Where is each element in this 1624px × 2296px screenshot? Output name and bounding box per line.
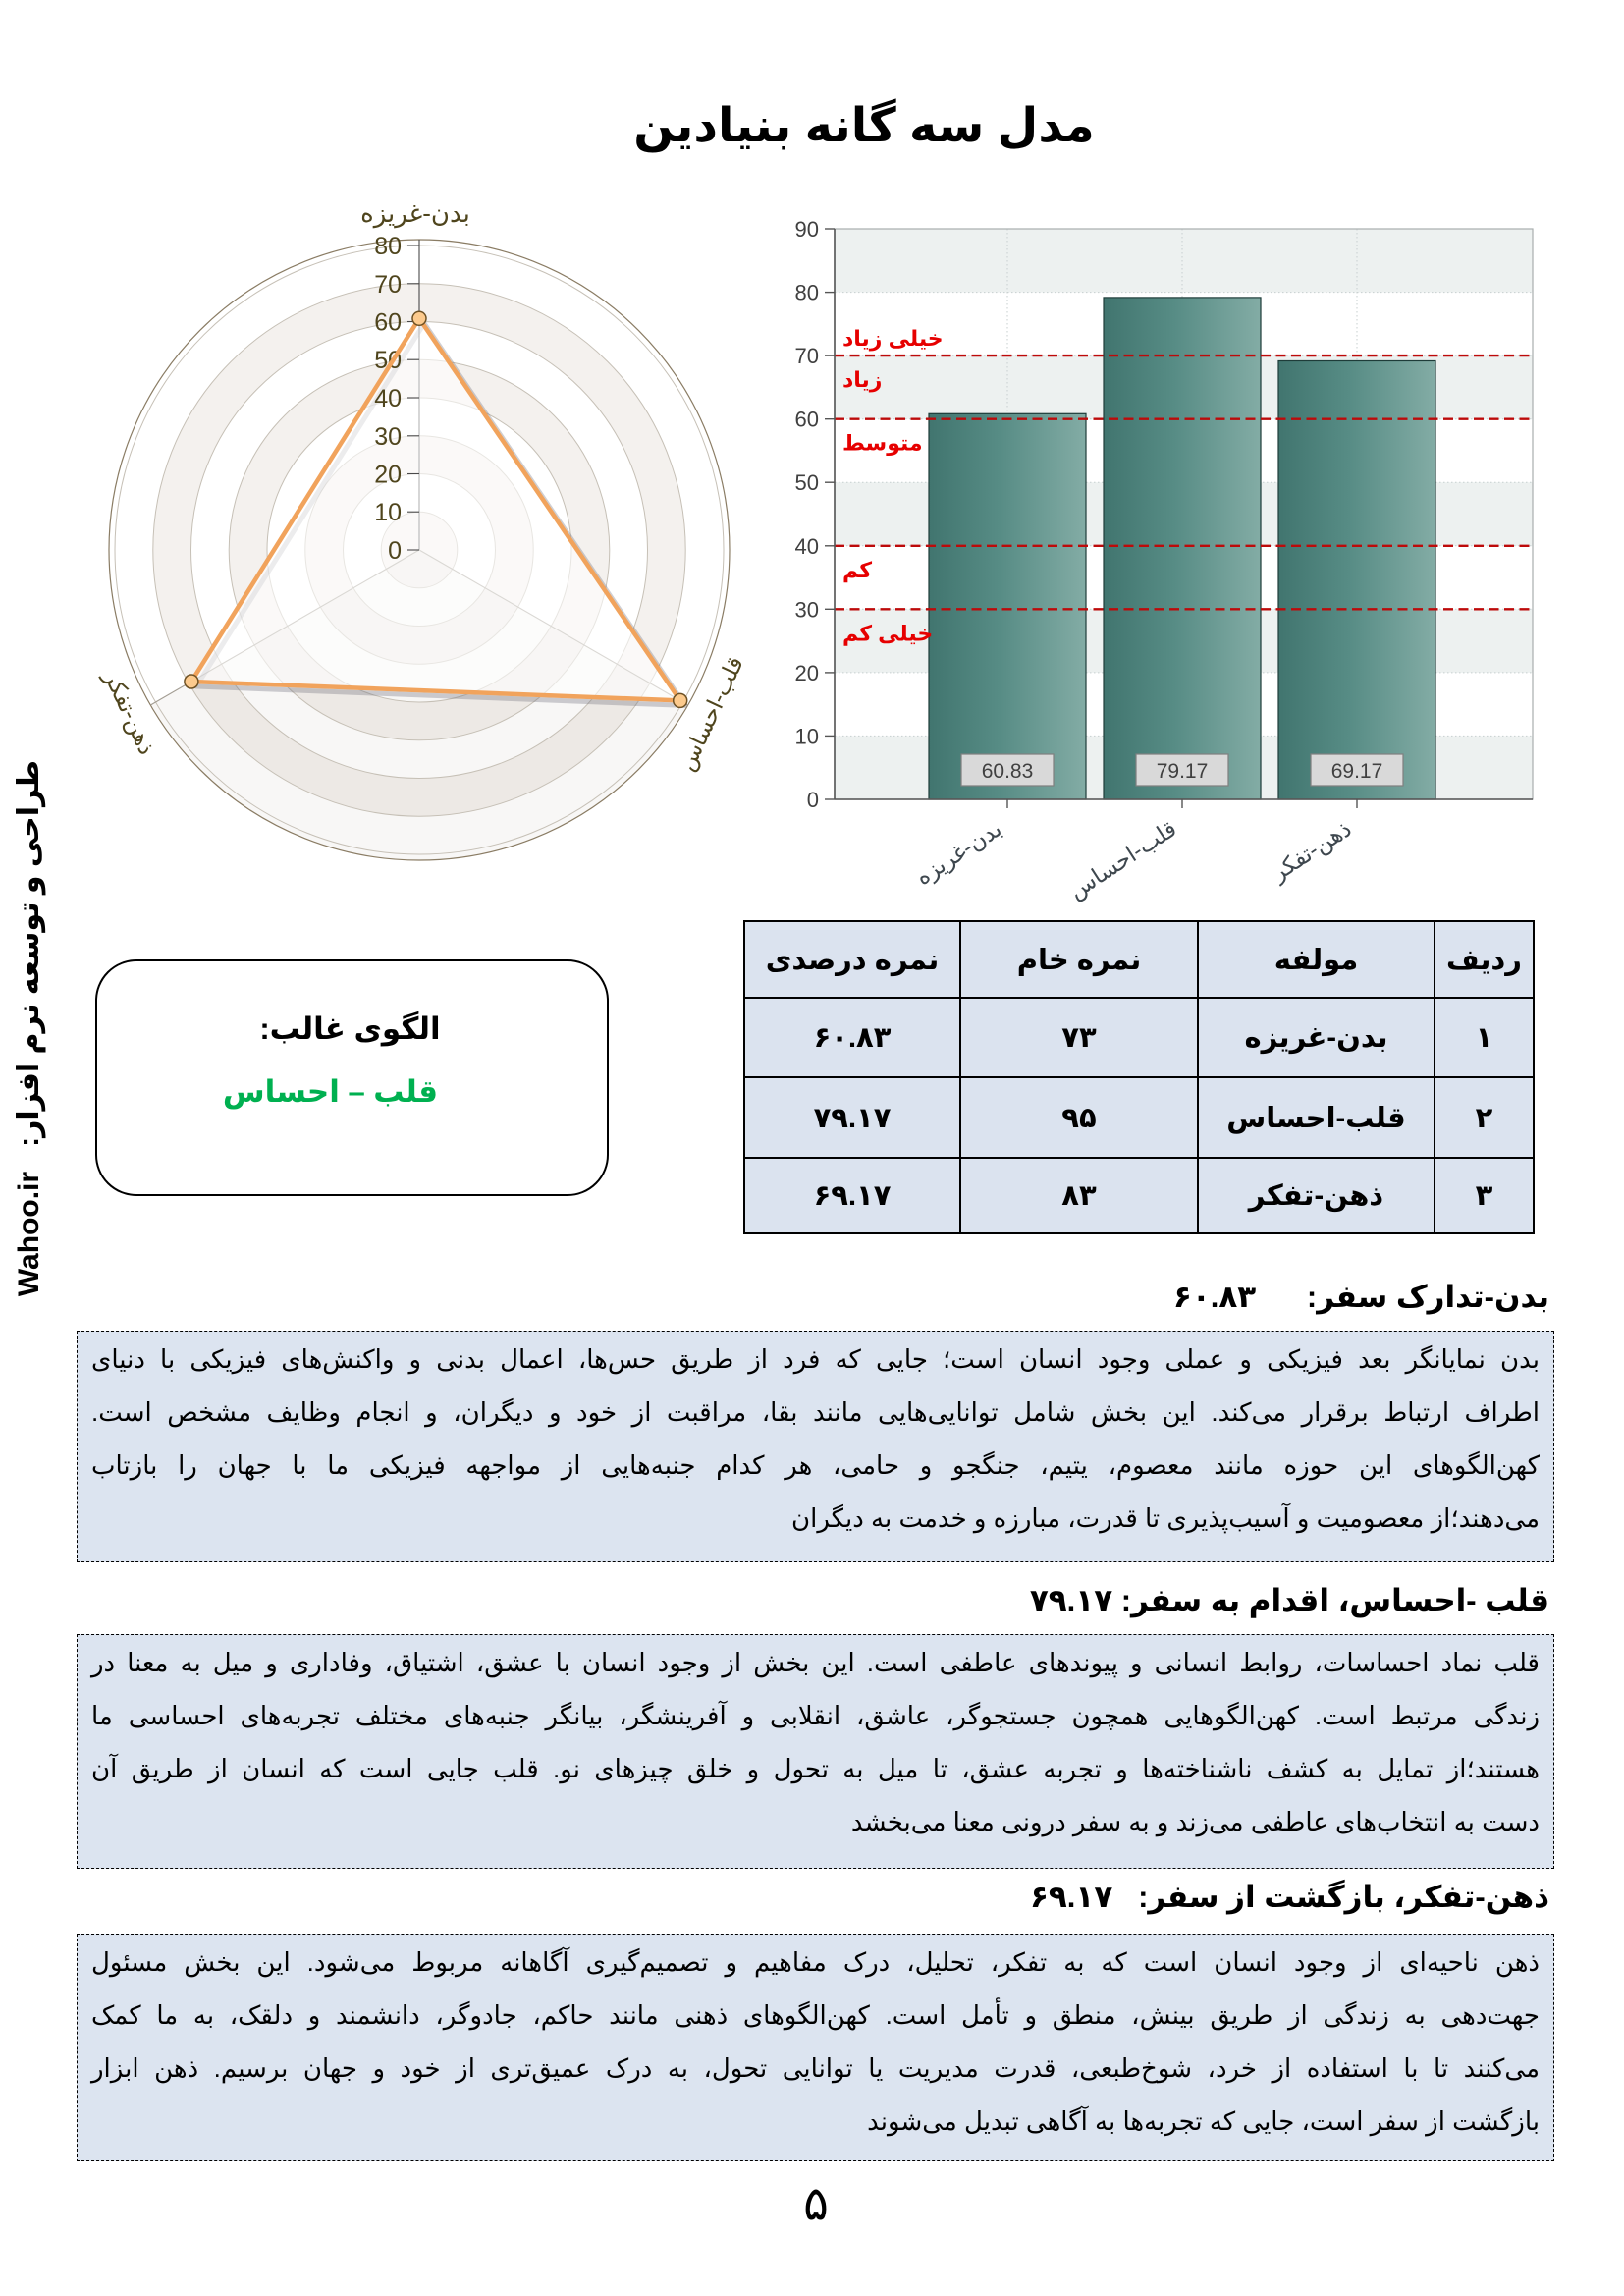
- svg-text:خیلی کم: خیلی کم: [842, 621, 933, 645]
- svg-text:60: 60: [795, 408, 819, 432]
- svg-text:0: 0: [807, 788, 819, 812]
- svg-text:69.17: 69.17: [1331, 760, 1383, 783]
- svg-text:40: 40: [795, 534, 819, 559]
- svg-text:20: 20: [795, 661, 819, 685]
- svg-text:کم: کم: [842, 558, 872, 582]
- svg-text:80: 80: [795, 281, 819, 305]
- svg-text:20: 20: [374, 462, 402, 489]
- svg-text:بدن-غریزه: بدن-غریزه: [360, 198, 470, 229]
- svg-text:70: 70: [374, 271, 402, 299]
- svg-text:30: 30: [795, 597, 819, 622]
- svg-text:60.83: 60.83: [982, 760, 1034, 783]
- svg-text:متوسط: متوسط: [842, 431, 923, 457]
- svg-text:50: 50: [795, 470, 819, 495]
- svg-text:40: 40: [374, 385, 402, 412]
- svg-text:80: 80: [374, 233, 402, 260]
- svg-text:قلب-احساس: قلب-احساس: [1064, 815, 1182, 904]
- svg-text:0: 0: [388, 537, 402, 565]
- svg-text:30: 30: [374, 423, 402, 451]
- svg-text:79.17: 79.17: [1157, 760, 1209, 783]
- svg-text:10: 10: [795, 724, 819, 748]
- svg-text:خیلی زیاد: خیلی زیاد: [842, 326, 944, 351]
- svg-text:ذهن-تفکر: ذهن-تفکر: [1266, 815, 1356, 887]
- svg-text:70: 70: [795, 344, 819, 368]
- svg-text:زیاد: زیاد: [842, 367, 882, 392]
- svg-text:بدن-غریزه: بدن-غریزه: [911, 815, 1007, 891]
- svg-text:10: 10: [374, 499, 402, 526]
- svg-text:90: 90: [795, 217, 819, 242]
- svg-text:60: 60: [374, 309, 402, 337]
